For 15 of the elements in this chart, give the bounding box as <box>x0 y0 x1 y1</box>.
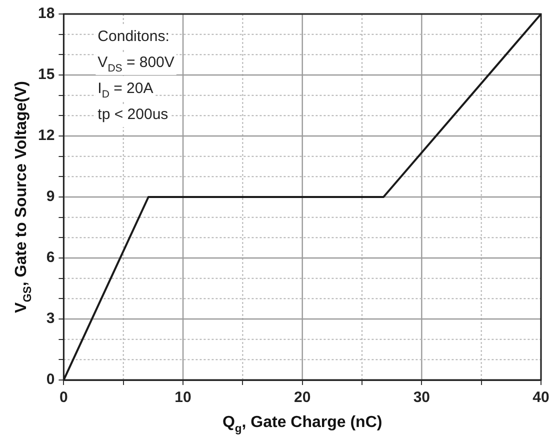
x-tick-label: 20 <box>294 389 311 406</box>
y-tick-label: 9 <box>46 188 55 206</box>
x-tick-label: 40 <box>532 389 550 406</box>
x-tick-label: 10 <box>174 389 192 406</box>
annotation: Conditons: <box>98 28 170 45</box>
y-tick-label: 18 <box>38 5 55 22</box>
x-tick-label: 0 <box>60 389 68 406</box>
y-axis-title: VGS, Gate to Source Voltage(V) <box>13 81 34 313</box>
annotation: tp < 200us <box>98 106 168 123</box>
y-tick-label: 0 <box>46 371 55 388</box>
x-tick-label: 30 <box>413 389 430 406</box>
y-tick-label: 12 <box>38 127 55 144</box>
y-tick-label: 3 <box>46 310 55 328</box>
y-tick-label: 6 <box>46 249 55 266</box>
y-tick-label: 15 <box>38 66 55 84</box>
